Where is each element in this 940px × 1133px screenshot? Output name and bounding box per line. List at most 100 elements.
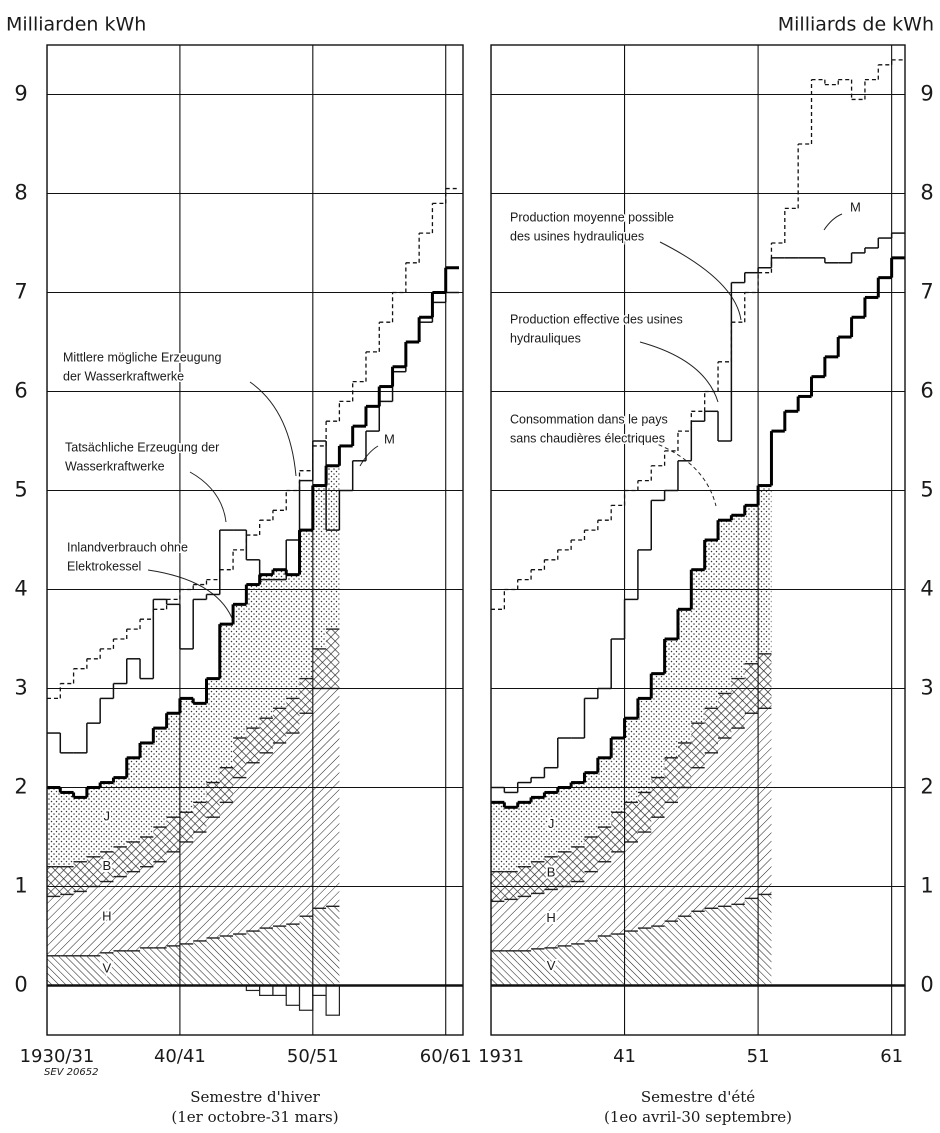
- y-tick-label: 3: [920, 676, 933, 700]
- stack-segment: [677, 742, 692, 788]
- stack-segment: [179, 841, 194, 944]
- stack-segment: [233, 604, 247, 738]
- stack-segment: [718, 738, 732, 907]
- stack-segment: [179, 812, 194, 842]
- stack-segment: [624, 718, 638, 803]
- stack-segment: [544, 947, 558, 986]
- stack-segment: [126, 757, 141, 842]
- series-label: V: [102, 961, 111, 976]
- arrow: [359, 445, 379, 467]
- stack-segment: [166, 713, 180, 818]
- stack-segment: [126, 871, 141, 951]
- stack-segment: [491, 901, 505, 951]
- stack-segment: [571, 846, 585, 882]
- y-tick-label: 6: [14, 379, 27, 403]
- stack-segment: [60, 866, 74, 895]
- stack-segment: [286, 574, 300, 699]
- stack-segment: [312, 908, 327, 986]
- stack-segment: [73, 891, 87, 956]
- stack-segment: [326, 629, 340, 689]
- stack-segment: [704, 540, 719, 709]
- stack-segment: [531, 893, 545, 949]
- negative-bar: [272, 984, 287, 996]
- arrow: [639, 341, 719, 403]
- annotation: hydrauliques: [510, 331, 581, 345]
- stack-segment: [86, 955, 101, 986]
- y-tick-label: 5: [14, 478, 27, 502]
- stack-segment: [744, 713, 759, 899]
- stack-segment: [153, 947, 167, 986]
- stack-segment: [193, 703, 207, 803]
- stack-segment: [286, 924, 300, 986]
- axis-title: Milliarden kWh: [6, 14, 146, 36]
- arrow: [147, 569, 233, 619]
- stack-segment: [744, 505, 759, 664]
- stack-segment: [517, 866, 532, 897]
- stack-segment: [544, 792, 558, 857]
- lines: [47, 187, 460, 799]
- stack-segment: [126, 841, 141, 872]
- stack-segment: [758, 894, 772, 986]
- annotation: Tatsächliche Erzeugung der: [65, 440, 219, 454]
- caption: (1er octobre-31 mars): [171, 1108, 338, 1126]
- source: SEV 20652: [44, 1067, 99, 1078]
- stack-segment: [86, 787, 101, 857]
- annotation: Production effective des usines: [510, 312, 683, 326]
- stack-segment: [597, 757, 612, 828]
- stack-segment: [299, 713, 313, 917]
- series-label: J: [104, 809, 111, 824]
- stack-segment: [166, 851, 180, 946]
- grid: [47, 45, 463, 1035]
- y-tick-label: 6: [920, 379, 933, 403]
- stack-segment: [73, 955, 87, 986]
- stack-segment: [246, 584, 260, 729]
- stack-segment: [664, 639, 678, 758]
- stack-segment: [100, 782, 114, 852]
- stack-segment: [624, 931, 638, 986]
- stack-segment: [153, 728, 167, 828]
- grid: [491, 45, 905, 1035]
- series-label: V: [547, 958, 556, 973]
- stack-segment: [179, 943, 194, 986]
- plot-area: [47, 45, 463, 1035]
- series-label: H: [546, 910, 555, 925]
- arrow: [249, 381, 297, 477]
- stack-segment: [312, 485, 327, 649]
- negative-bar: [325, 984, 340, 1016]
- axis-title: Milliards de kWh: [778, 14, 934, 36]
- stack-segment: [544, 889, 558, 948]
- stack-segment: [611, 738, 625, 813]
- stack-segment: [651, 817, 665, 927]
- stack-segment: [531, 948, 545, 986]
- stack-segment: [86, 856, 101, 887]
- stack-segment: [299, 530, 313, 679]
- stack-segment: [219, 624, 234, 768]
- stack-segment: [233, 934, 247, 986]
- stack-segment: [60, 894, 74, 956]
- annotation: Elektrokessel: [67, 559, 141, 573]
- stack-segment: [718, 693, 732, 738]
- stack-segment: [246, 931, 260, 986]
- stack-segment: [166, 945, 180, 986]
- negative-bar: [312, 984, 327, 996]
- series-label: M: [850, 199, 861, 214]
- stack-segment: [246, 728, 260, 763]
- stack-segment: [517, 802, 532, 867]
- negative-bar: [285, 984, 301, 1006]
- plot-frame: [490, 44, 906, 1036]
- y-tick-label: 0: [920, 973, 933, 997]
- x-tick-label: 60/61: [420, 1046, 472, 1067]
- stack-segment: [113, 777, 127, 847]
- caption: (1eo avril-30 septembre): [604, 1108, 792, 1126]
- stack-segment: [718, 906, 732, 986]
- stack-segment: [47, 866, 61, 897]
- stack-segment: [544, 856, 558, 890]
- stack-segment: [259, 718, 273, 753]
- stack-segment: [47, 896, 61, 956]
- stack-segment: [611, 812, 625, 852]
- x-tick-label: 1930/31: [20, 1046, 95, 1067]
- stack-segment: [704, 752, 719, 909]
- series-label: B: [547, 865, 556, 880]
- stack-segment: [758, 708, 772, 895]
- stack-segment: [718, 520, 732, 694]
